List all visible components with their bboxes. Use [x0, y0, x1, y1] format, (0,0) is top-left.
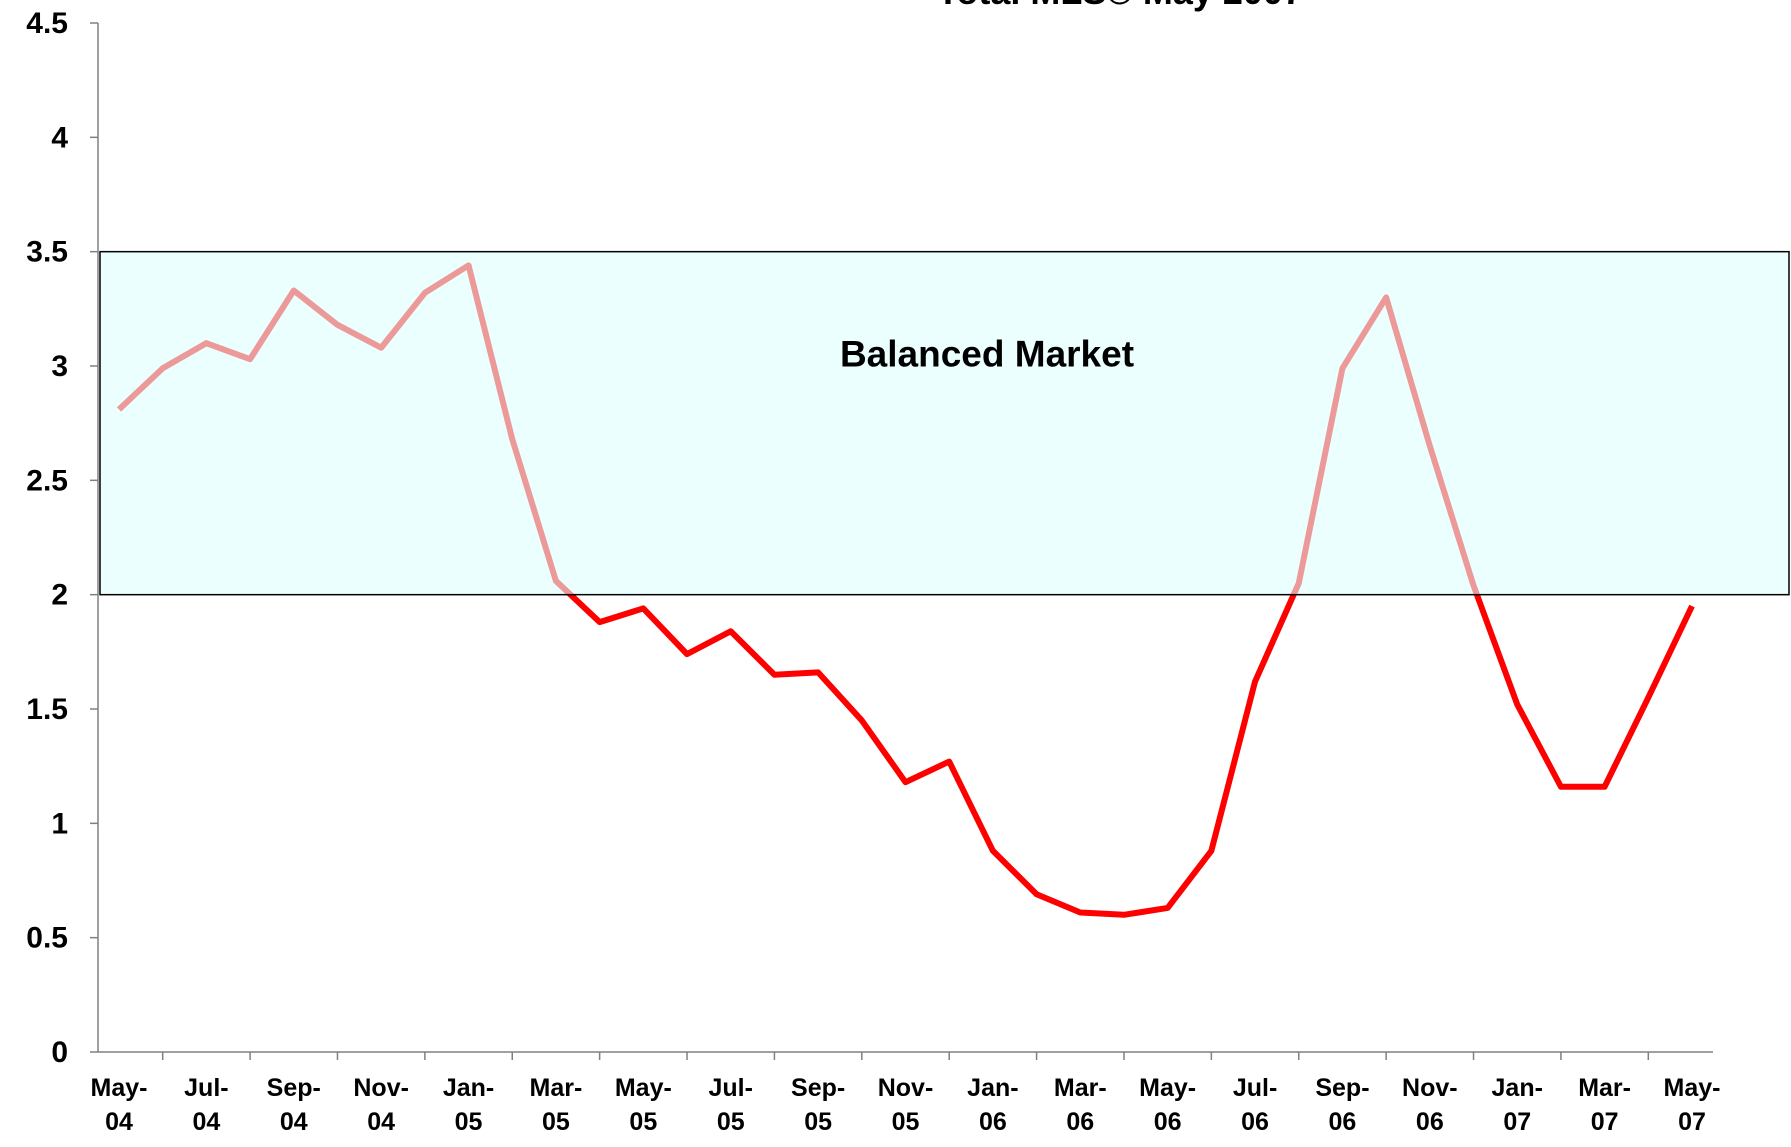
y-tick-label: 3	[51, 350, 68, 383]
y-tick-label: 2	[51, 579, 68, 612]
x-tick-label: May-04	[91, 1074, 148, 1136]
y-tick-label: 4	[51, 121, 68, 154]
x-tick-label: Sep-06	[1315, 1074, 1369, 1136]
x-tick-label: Jan-07	[1492, 1074, 1543, 1136]
x-tick-label: Nov-05	[878, 1074, 934, 1136]
x-tick-label: Mar-05	[530, 1074, 583, 1136]
y-tick-label: 1	[51, 807, 68, 840]
x-tick-label: Jul-04	[184, 1074, 228, 1136]
x-tick-label: Nov-04	[353, 1074, 409, 1136]
y-tick-label: 1.5	[26, 693, 68, 726]
x-tick-label: Mar-07	[1578, 1074, 1631, 1136]
y-tick-label: 2.5	[26, 464, 68, 497]
x-tick-label: Nov-06	[1402, 1074, 1458, 1136]
x-tick-label: Mar-06	[1054, 1074, 1107, 1136]
x-tick-label: May-06	[1139, 1074, 1196, 1136]
x-tick-label: Sep-05	[791, 1074, 845, 1136]
x-tick-label: May-05	[615, 1074, 672, 1136]
y-tick-label: 0.5	[26, 922, 68, 955]
x-tick-label: Jan-06	[967, 1074, 1018, 1136]
x-tick-label: Jan-05	[443, 1074, 494, 1136]
x-tick-label: Sep-04	[267, 1074, 321, 1136]
y-tick-label: 4.5	[26, 7, 68, 40]
y-tick-label: 3.5	[26, 236, 68, 269]
chart-title: Total MLS® May 2007	[937, 0, 1303, 12]
x-tick-label: Jul-06	[1233, 1074, 1277, 1136]
y-tick-label: 0	[51, 1036, 68, 1069]
x-tick-label: May-07	[1664, 1074, 1721, 1136]
band-label: Balanced Market	[840, 334, 1134, 375]
balanced-band	[99, 250, 1790, 596]
x-tick-label: Jul-05	[708, 1074, 752, 1136]
